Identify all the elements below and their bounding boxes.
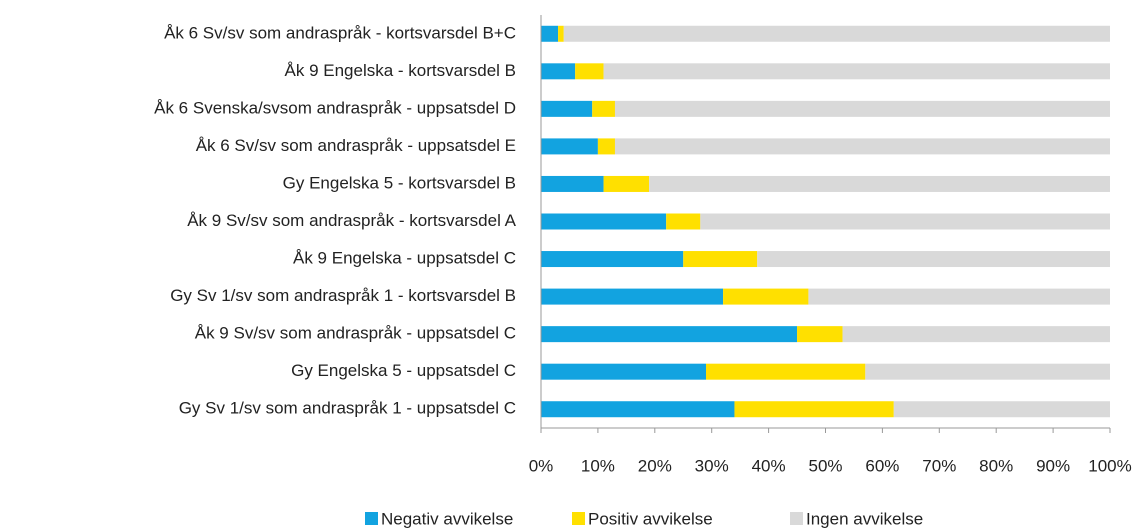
bar-segment [541, 25, 559, 42]
bar-segment [575, 63, 604, 80]
y-tick-label: Åk 6 Sv/sv som andraspråk - kortsvarsdel… [164, 23, 516, 42]
bar-segment [541, 251, 684, 268]
bar-segment [541, 288, 724, 305]
bar-segment [541, 326, 798, 343]
y-tick-label: Gy Sv 1/sv som andraspråk 1 - kortsvarsd… [170, 286, 516, 305]
bar-segment [541, 213, 667, 230]
bar-segment [683, 251, 758, 268]
bar-segment [893, 401, 1110, 418]
y-tick-label: Åk 6 Sv/sv som andraspråk - uppsatsdel E [196, 136, 516, 155]
legend-swatch [365, 512, 378, 525]
x-tick-label: 100% [1088, 456, 1131, 475]
x-tick-label: 50% [808, 456, 842, 475]
bar-segment [558, 25, 564, 42]
bar-segment [597, 138, 615, 155]
bar-segment [541, 363, 707, 380]
y-tick-label: Åk 9 Engelska - kortsvarsdel B [285, 61, 516, 80]
bar-segment [797, 326, 843, 343]
legend-label: Ingen avvikelse [806, 509, 923, 528]
bar-segment [808, 288, 1110, 305]
bar-segment [666, 213, 701, 230]
x-tick-label: 90% [1036, 456, 1070, 475]
x-tick-label: 10% [581, 456, 615, 475]
bar-segment [649, 175, 1110, 192]
y-tick-label: Gy Engelska 5 - uppsatsdel C [291, 361, 516, 380]
y-tick-label: Åk 9 Engelska - uppsatsdel C [293, 249, 516, 268]
bar-segment [603, 63, 1110, 80]
bar-segment [757, 251, 1110, 268]
y-tick-label: Åk 9 Sv/sv som andraspråk - kortsvarsdel… [187, 211, 516, 230]
bar-segment [592, 100, 615, 117]
x-tick-label: 20% [638, 456, 672, 475]
bar-segment [842, 326, 1110, 343]
x-tick-label: 30% [695, 456, 729, 475]
bar-segment [614, 138, 1110, 155]
y-tick-label: Gy Engelska 5 - kortsvarsdel B [283, 173, 516, 192]
bar-segment [541, 63, 576, 80]
x-tick-label: 70% [922, 456, 956, 475]
bar-segment [563, 25, 1110, 42]
bar-segment [541, 100, 593, 117]
x-tick-label: 80% [979, 456, 1013, 475]
legend-label: Negativ avvikelse [381, 509, 513, 528]
y-tick-label: Åk 9 Sv/sv som andraspråk - uppsatsdel C [195, 324, 516, 343]
bar-segment [723, 288, 809, 305]
bar-segment [706, 363, 866, 380]
x-tick-label: 0% [529, 456, 554, 475]
bar-segment [541, 401, 735, 418]
x-tick-label: 40% [752, 456, 786, 475]
bar-segment [700, 213, 1110, 230]
bar-segment [541, 138, 598, 155]
legend-swatch [790, 512, 803, 525]
y-tick-label: Gy Sv 1/sv som andraspråk 1 - uppsatsdel… [179, 399, 516, 418]
legend-label: Positiv avvikelse [588, 509, 713, 528]
x-tick-label: 60% [865, 456, 899, 475]
bar-segment [603, 175, 650, 192]
bar-segment [541, 175, 604, 192]
legend-swatch [572, 512, 585, 525]
bar-segment [614, 100, 1110, 117]
bar-segment [865, 363, 1110, 380]
bar-segment [734, 401, 894, 418]
y-tick-label: Åk 6 Svenska/svsom andraspråk - uppsatsd… [154, 98, 516, 117]
